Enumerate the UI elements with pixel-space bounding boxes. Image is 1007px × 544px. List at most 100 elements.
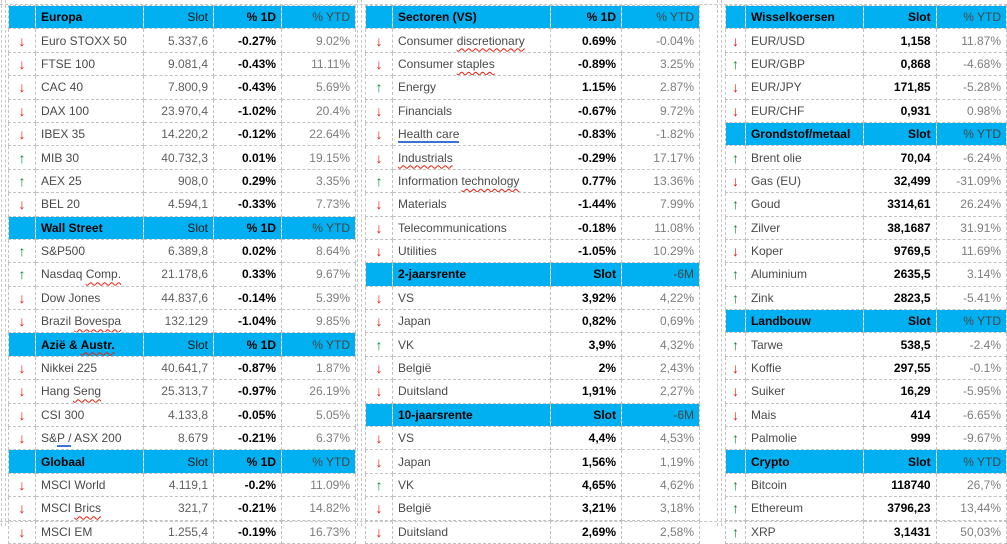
trend-cell[interactable]: ↓ [365, 379, 393, 404]
value-slot[interactable]: 999 [863, 426, 937, 451]
value-slot[interactable]: 3314,61 [863, 192, 937, 217]
value-ytd[interactable]: 22.64% [281, 121, 356, 147]
trend-cell[interactable]: ↑ [8, 145, 36, 170]
trend-cell[interactable]: ↓ [365, 98, 393, 123]
trend-cell[interactable]: ↓ [8, 309, 36, 334]
value-6m[interactable]: 4,22% [621, 285, 700, 311]
instrument-name[interactable]: Duitsland [392, 519, 551, 544]
value-ytd[interactable]: 50,03% [935, 519, 1007, 544]
trend-column-header[interactable] [8, 215, 36, 240]
trend-cell[interactable]: ↑ [725, 332, 746, 357]
instrument-name[interactable]: Suiker [744, 379, 865, 404]
trend-column-header[interactable] [365, 262, 393, 287]
instrument-name[interactable]: Koper [744, 238, 865, 264]
trend-cell[interactable]: ↑ [365, 168, 393, 194]
value-slot[interactable]: 23.970,4 [143, 98, 214, 123]
value-1d[interactable]: -1.02% [213, 98, 282, 123]
trend-cell[interactable]: ↓ [365, 145, 393, 170]
instrument-name[interactable]: MIB 30 [35, 145, 144, 170]
value-ytd[interactable]: 26,7% [935, 472, 1007, 498]
column-header-ytd[interactable]: % YTD [935, 4, 1007, 30]
trend-column-header[interactable] [8, 449, 36, 474]
column-header-1d[interactable]: % 1D [213, 215, 282, 240]
value-6m[interactable]: 2,27% [621, 379, 700, 404]
trend-cell[interactable]: ↓ [725, 238, 746, 264]
value-slot[interactable]: 3,92% [550, 285, 622, 311]
trend-cell[interactable]: ↓ [365, 51, 393, 77]
instrument-name[interactable]: IBEX 35 [35, 121, 144, 147]
trend-cell[interactable]: ↓ [8, 285, 36, 311]
value-1d[interactable]: -0.19% [213, 519, 282, 544]
trend-cell[interactable]: ↑ [365, 472, 393, 498]
value-slot[interactable]: 2,69% [550, 519, 622, 544]
value-slot[interactable]: 14.220,2 [143, 121, 214, 147]
value-slot[interactable]: 2635,5 [863, 262, 937, 287]
value-6m[interactable]: 1,19% [621, 449, 700, 474]
value-ytd[interactable]: 5.05% [281, 402, 356, 428]
value-ytd[interactable]: 11.69% [935, 238, 1007, 264]
value-slot[interactable]: 25.313,7 [143, 379, 214, 404]
trend-cell[interactable]: ↑ [8, 262, 36, 287]
value-ytd[interactable]: -0.04% [621, 28, 700, 53]
value-ytd[interactable]: 10.29% [621, 238, 700, 264]
value-1d[interactable]: 0.01% [213, 145, 282, 170]
trend-column-header[interactable] [725, 4, 746, 30]
instrument-name[interactable]: VK [392, 332, 551, 357]
trend-cell[interactable]: ↓ [8, 426, 36, 451]
value-slot[interactable]: 3,9% [550, 332, 622, 357]
value-slot[interactable]: 7.800,9 [143, 75, 214, 100]
trend-cell[interactable]: ↓ [8, 379, 36, 404]
value-slot[interactable]: 6.389,8 [143, 238, 214, 264]
trend-cell[interactable]: ↑ [725, 51, 746, 77]
trend-cell[interactable]: ↑ [725, 426, 746, 451]
trend-cell[interactable]: ↓ [365, 192, 393, 217]
trend-column-header[interactable] [8, 332, 36, 357]
value-ytd[interactable]: 19.15% [281, 145, 356, 170]
value-slot[interactable]: 321,7 [143, 496, 214, 521]
value-slot[interactable]: 70,04 [863, 145, 937, 170]
value-ytd[interactable]: 17.17% [621, 145, 700, 170]
instrument-name[interactable]: Palmolie [744, 426, 865, 451]
section-title[interactable]: Europa [35, 4, 144, 30]
instrument-name[interactable]: FTSE 100 [35, 51, 144, 77]
value-ytd[interactable]: 31.91% [935, 215, 1007, 240]
instrument-name[interactable]: Financials [392, 98, 551, 123]
column-header-slot[interactable]: Slot [550, 402, 622, 428]
section-title[interactable]: Sectoren (VS) [392, 4, 551, 30]
trend-cell[interactable]: ↓ [8, 98, 36, 123]
value-slot[interactable]: 40.732,3 [143, 145, 214, 170]
value-ytd[interactable]: -2.4% [935, 332, 1007, 357]
value-slot[interactable]: 1,91% [550, 379, 622, 404]
value-1d[interactable]: -0.18% [550, 215, 622, 240]
value-1d[interactable]: -0.27% [213, 28, 282, 53]
trend-column-header[interactable] [8, 4, 36, 30]
trend-cell[interactable]: ↓ [8, 402, 36, 428]
value-ytd[interactable]: 9.02% [281, 28, 356, 53]
instrument-name[interactable]: Tarwe [744, 332, 865, 357]
instrument-name[interactable]: MSCI Brics [35, 496, 144, 521]
value-ytd[interactable]: -4.68% [935, 51, 1007, 77]
instrument-name[interactable]: Duitsland [392, 379, 551, 404]
value-slot[interactable]: 4.119,1 [143, 472, 214, 498]
value-slot[interactable]: 9769,5 [863, 238, 937, 264]
instrument-name[interactable]: BEL 20 [35, 192, 144, 217]
instrument-name[interactable]: Euro STOXX 50 [35, 28, 144, 53]
value-ytd[interactable]: 1.87% [281, 355, 356, 381]
value-slot[interactable]: 44.837,6 [143, 285, 214, 311]
trend-cell[interactable]: ↑ [725, 145, 746, 170]
trend-cell[interactable]: ↓ [365, 519, 393, 544]
value-ytd[interactable]: 13.36% [621, 168, 700, 194]
value-ytd[interactable]: 9.72% [621, 98, 700, 123]
trend-column-header[interactable] [365, 402, 393, 428]
instrument-name[interactable]: Utilities [392, 238, 551, 264]
value-slot[interactable]: 0,931 [863, 98, 937, 123]
section-title[interactable]: Grondstof/metaal [744, 121, 865, 147]
value-slot[interactable]: 4.133,8 [143, 402, 214, 428]
value-slot[interactable]: 1,56% [550, 449, 622, 474]
instrument-name[interactable]: Information technology [392, 168, 551, 194]
column-header-ytd[interactable]: % YTD [935, 309, 1007, 334]
instrument-name[interactable]: S&P500 [35, 238, 144, 264]
value-1d[interactable]: -0.33% [213, 192, 282, 217]
value-slot[interactable]: 3796,23 [863, 496, 937, 521]
instrument-name[interactable]: België [392, 355, 551, 381]
